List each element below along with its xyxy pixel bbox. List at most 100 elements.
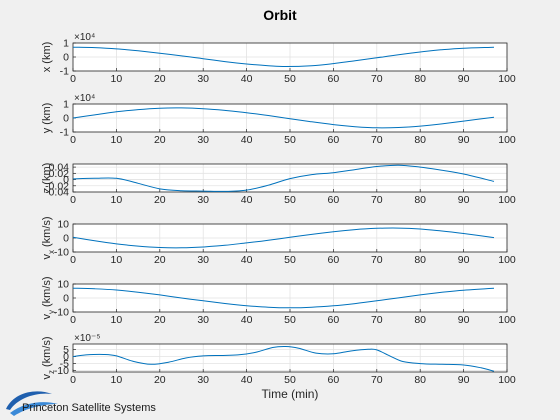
x-tick-label: 30	[197, 374, 209, 386]
x-tick-label: 50	[284, 73, 296, 85]
x-tick-label: 80	[414, 73, 426, 85]
y-tick-label: -0.02	[45, 180, 69, 192]
y-tick-label: -0.04	[45, 187, 69, 199]
x-tick-label: 0	[70, 374, 76, 386]
x-tick-label: 100	[498, 194, 516, 206]
x-tick-label: 50	[284, 194, 296, 206]
y-tick-label: 0.02	[49, 168, 70, 180]
x-tick-label: 40	[241, 254, 253, 266]
x-tick-label: 70	[371, 374, 383, 386]
y-tick-label: 1	[63, 38, 69, 50]
x-tick-label: 30	[197, 254, 209, 266]
y-axis-label: y (km)	[41, 103, 53, 134]
x-tick-label: 70	[371, 194, 383, 206]
x-tick-label: 80	[414, 254, 426, 266]
x-tick-label: 50	[284, 374, 296, 386]
x-tick-label: 10	[111, 134, 123, 146]
x-tick-label: 0	[70, 254, 76, 266]
y-tick-label: 0.04	[49, 162, 70, 174]
y-tick-label: -10	[54, 307, 69, 319]
x-tick-label: 20	[154, 374, 166, 386]
x-tick-label: 80	[414, 194, 426, 206]
y-tick-label: 0	[63, 113, 69, 125]
x-tick-label: 20	[154, 73, 166, 85]
x-tick-label: 40	[241, 73, 253, 85]
subplot-6: 0 10 20 30 40 50 60 70 80 90 100-10-505×10⁻⁵vz (km…	[41, 333, 516, 386]
x-tick-label: 50	[284, 134, 296, 146]
x-tick-label: 20	[154, 134, 166, 146]
logo: Princeton Satellite Systems	[6, 391, 156, 416]
x-tick-label: 30	[197, 73, 209, 85]
x-tick-label: 60	[328, 374, 340, 386]
x-tick-label: 10	[111, 194, 123, 206]
x-tick-label: 40	[241, 134, 253, 146]
y-tick-label: -5	[60, 358, 69, 370]
x-tick-label: 80	[414, 314, 426, 326]
x-tick-label: 90	[458, 314, 470, 326]
x-tick-label: 20	[154, 254, 166, 266]
series-line	[72, 227, 495, 249]
x-tick-label: 100	[498, 134, 516, 146]
x-tick-label: 30	[197, 134, 209, 146]
x-tick-label: 60	[328, 134, 340, 146]
y-exponent-label: ×10⁴	[74, 93, 95, 104]
x-tick-label: 10	[111, 254, 123, 266]
y-tick-label: 0	[63, 52, 69, 64]
x-tick-label: 90	[458, 194, 470, 206]
x-tick-label: 90	[458, 73, 470, 85]
x-axis-label: Time (min)	[262, 387, 319, 401]
x-tick-label: 80	[414, 374, 426, 386]
x-tick-label: 50	[284, 254, 296, 266]
x-tick-label: 10	[111, 314, 123, 326]
y-tick-label: 10	[57, 279, 69, 291]
x-tick-label: 0	[70, 194, 76, 206]
x-tick-label: 60	[328, 73, 340, 85]
y-tick-label: -1	[60, 127, 69, 139]
subplot-3: 0 10 20 30 40 50 60 70 80 90 100-0.04-0.0200.020.0…	[41, 162, 516, 206]
x-tick-label: 60	[328, 254, 340, 266]
y-tick-label: -1	[60, 66, 69, 78]
y-exponent-label: ×10⁴	[74, 32, 95, 43]
logo-text: Princeton Satellite Systems	[22, 402, 156, 414]
y-exponent-label: ×10⁻⁵	[74, 333, 100, 344]
x-tick-label: 20	[154, 194, 166, 206]
y-axis-label: vx (km/s)	[41, 216, 56, 259]
series-line	[72, 107, 495, 129]
y-tick-label: -10	[54, 365, 69, 377]
x-tick-label: 40	[241, 314, 253, 326]
x-tick-label: 80	[414, 134, 426, 146]
y-axis-label: vz (km/s)	[41, 336, 56, 379]
y-axis-label: z (km)	[41, 163, 53, 194]
orbit-swoosh-icon	[6, 391, 58, 416]
x-tick-label: 70	[371, 314, 383, 326]
y-tick-label: 0	[63, 293, 69, 305]
series-line	[72, 46, 495, 68]
chart-title: Orbit	[263, 7, 297, 23]
x-tick-label: 100	[498, 314, 516, 326]
x-tick-label: 100	[498, 374, 516, 386]
y-axis-label: x (km)	[41, 42, 53, 73]
x-tick-label: 100	[498, 254, 516, 266]
x-tick-label: 60	[328, 194, 340, 206]
x-tick-label: 90	[458, 254, 470, 266]
y-axis-label: vy (km/s)	[41, 276, 56, 319]
y-tick-label: 1	[63, 99, 69, 111]
x-tick-label: 70	[371, 254, 383, 266]
x-tick-label: 50	[284, 314, 296, 326]
x-tick-label: 90	[458, 134, 470, 146]
y-tick-label: 5	[63, 344, 69, 356]
x-tick-label: 30	[197, 314, 209, 326]
y-tick-label: 0	[63, 233, 69, 245]
x-tick-label: 30	[197, 194, 209, 206]
x-tick-label: 100	[498, 73, 516, 85]
y-tick-label: 0	[63, 174, 69, 186]
y-tick-label: -10	[54, 247, 69, 259]
x-tick-label: 20	[154, 314, 166, 326]
x-tick-label: 70	[371, 73, 383, 85]
x-tick-label: 70	[371, 134, 383, 146]
x-tick-label: 0	[70, 134, 76, 146]
